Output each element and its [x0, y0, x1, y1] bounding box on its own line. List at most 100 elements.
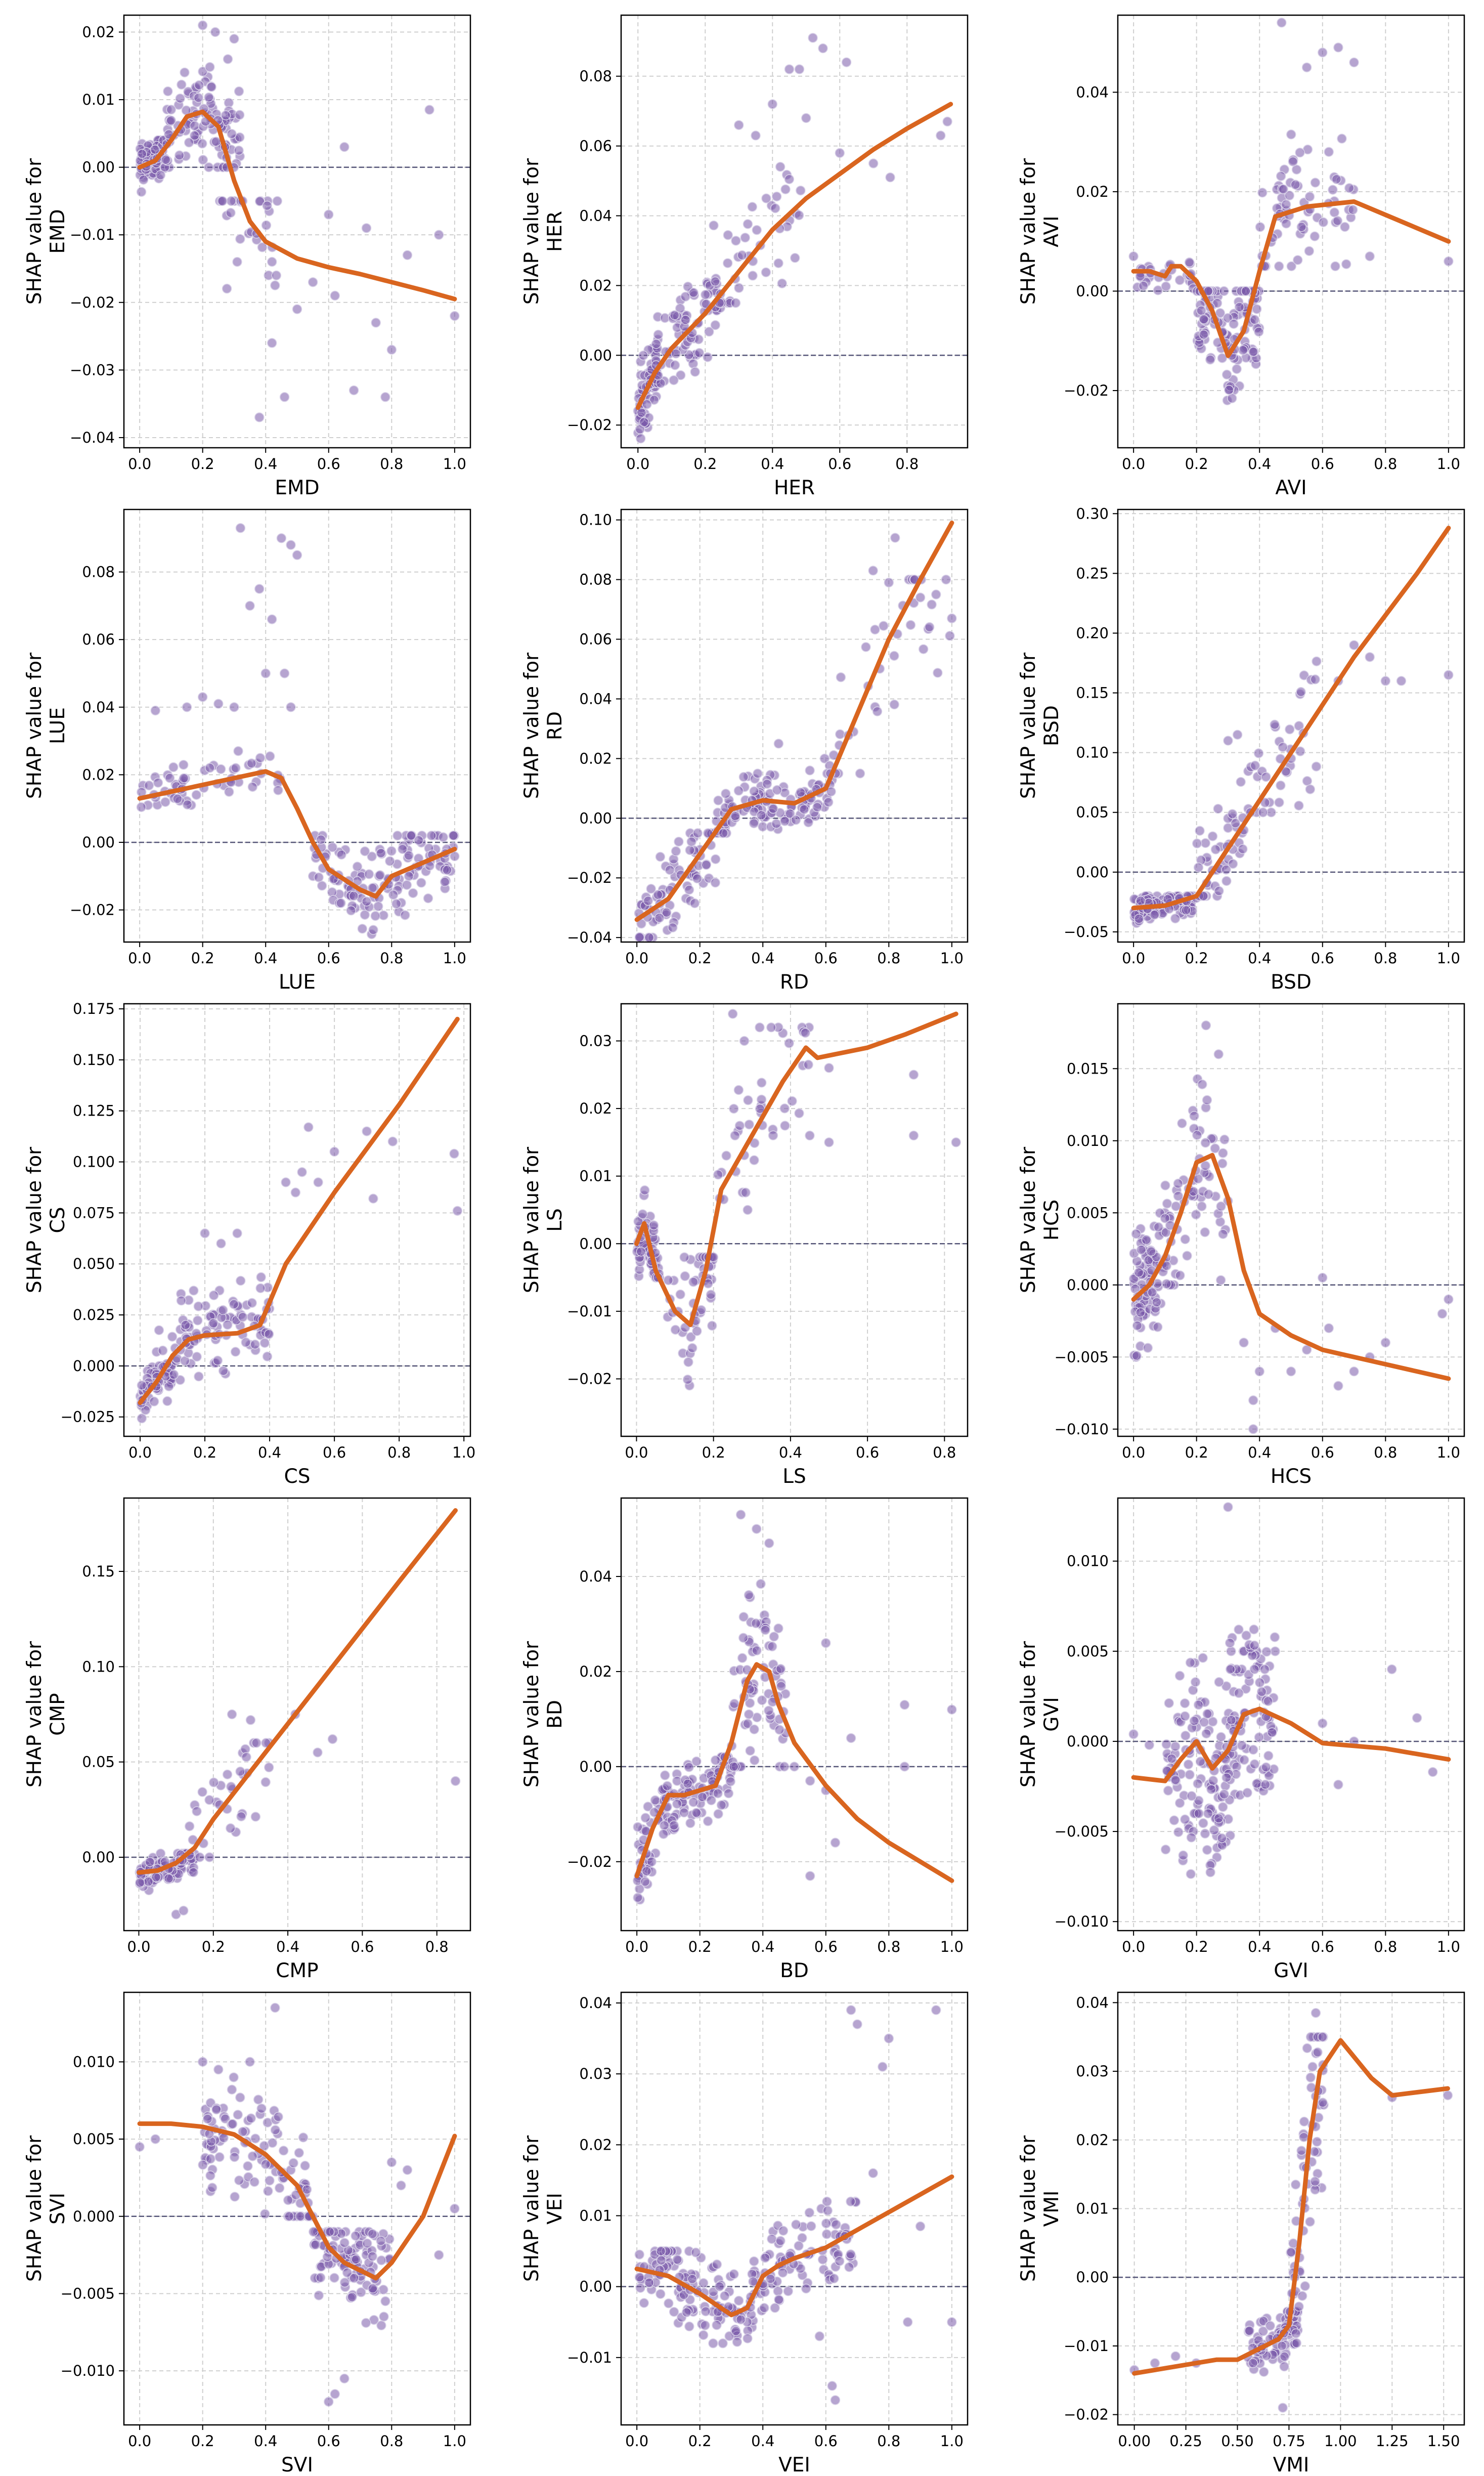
data-point	[730, 298, 741, 308]
trend-line	[635, 102, 953, 410]
data-point	[288, 2158, 298, 2168]
data-point	[636, 1247, 646, 1257]
data-point	[450, 1776, 461, 1786]
data-point	[450, 2203, 460, 2214]
data-point	[680, 291, 690, 302]
data-point	[1257, 187, 1268, 198]
data-point	[324, 2397, 334, 2407]
data-point	[680, 315, 691, 325]
data-point	[770, 203, 780, 214]
data-point	[1277, 17, 1287, 28]
y-tick-label: 0.08	[579, 571, 612, 588]
data-point	[1200, 1828, 1210, 1839]
data-point	[1278, 184, 1288, 194]
data-point	[844, 2262, 854, 2272]
y-tick-label: −0.005	[1055, 1348, 1109, 1365]
data-point	[273, 2112, 283, 2122]
chart-bsd: 0.0 0.2 0.4 0.6 0.8 1.0 −0.05 0.00 0.05 0.10 0.15 0…	[1017, 505, 1465, 994]
data-point	[768, 1130, 778, 1141]
y-tick-label: 0.05	[1076, 804, 1109, 821]
data-point	[1190, 1677, 1201, 1687]
data-point	[1278, 2403, 1288, 2413]
data-point	[1279, 2361, 1289, 2372]
data-point	[222, 283, 232, 294]
data-point	[256, 2103, 267, 2114]
data-point	[1234, 1688, 1244, 1698]
x-tick-label: 0.2	[191, 950, 214, 967]
data-point	[1202, 1709, 1212, 1719]
trend-line	[634, 521, 954, 922]
data-point	[884, 2033, 894, 2043]
data-point	[245, 1715, 256, 1725]
data-point	[208, 1318, 219, 1329]
data-point	[260, 2209, 270, 2219]
data-point	[1188, 1685, 1198, 1695]
data-point	[931, 2005, 941, 2015]
data-point	[301, 2184, 312, 2195]
data-point	[210, 27, 221, 37]
data-point	[1318, 217, 1329, 227]
data-point	[766, 1022, 776, 1033]
data-point	[771, 191, 782, 202]
data-point	[1412, 1713, 1422, 1723]
data-point	[1278, 742, 1288, 752]
data-point	[1215, 1275, 1226, 1286]
data-point	[215, 764, 226, 775]
data-point	[671, 349, 681, 359]
data-point	[1210, 844, 1221, 855]
data-point	[1200, 1138, 1211, 1148]
data-point	[1149, 910, 1160, 920]
data-point	[1310, 2185, 1320, 2195]
data-point	[254, 412, 265, 422]
data-point	[682, 1375, 693, 1385]
data-point	[391, 899, 402, 909]
data-point	[402, 880, 412, 890]
grid-lines	[621, 15, 968, 448]
y-tick-label: −0.01	[567, 2349, 612, 2366]
scatter-points	[632, 1009, 961, 1391]
x-axis-label: BD	[780, 1959, 809, 1982]
data-point	[710, 1755, 721, 1765]
data-point	[683, 1357, 693, 1367]
data-point	[223, 1319, 233, 1330]
y-tick-label: 0.00	[82, 159, 115, 176]
y-tick-label: 0.02	[579, 750, 612, 767]
data-point	[1200, 838, 1211, 848]
y-tick-label: 0.00	[1076, 282, 1109, 300]
y-tick-label: 0.02	[82, 23, 115, 40]
data-point	[1234, 1625, 1244, 1635]
data-point	[757, 1078, 767, 1088]
data-point	[227, 2119, 238, 2129]
data-point	[868, 2168, 878, 2179]
data-point	[729, 1698, 739, 1709]
data-point	[260, 1777, 271, 1787]
scatter-points	[135, 20, 460, 422]
data-point	[1201, 1728, 1211, 1739]
data-point	[1310, 178, 1321, 188]
data-point	[772, 785, 782, 795]
data-point	[214, 2152, 225, 2162]
data-point	[747, 202, 758, 212]
data-point	[226, 1823, 236, 1833]
data-point	[1310, 2176, 1320, 2187]
data-point	[634, 932, 645, 942]
data-point	[1254, 1367, 1264, 1377]
x-tick-label: 0.8	[1374, 1938, 1397, 1955]
data-point	[690, 367, 700, 377]
data-point	[1173, 1178, 1184, 1189]
x-tick-label: 0.4	[1248, 1444, 1271, 1461]
data-point	[1210, 1143, 1220, 1154]
data-point	[375, 870, 385, 880]
data-point	[635, 2283, 645, 2293]
data-point	[1136, 895, 1146, 906]
plot-frame	[123, 1991, 471, 2426]
data-point	[1219, 1134, 1230, 1145]
data-point	[378, 910, 389, 921]
data-point	[1331, 174, 1342, 184]
data-point	[1380, 1338, 1391, 1348]
data-point	[314, 872, 324, 882]
data-point	[890, 533, 900, 543]
data-point	[819, 753, 830, 764]
grid-lines	[621, 1004, 968, 1436]
data-point	[267, 614, 277, 624]
